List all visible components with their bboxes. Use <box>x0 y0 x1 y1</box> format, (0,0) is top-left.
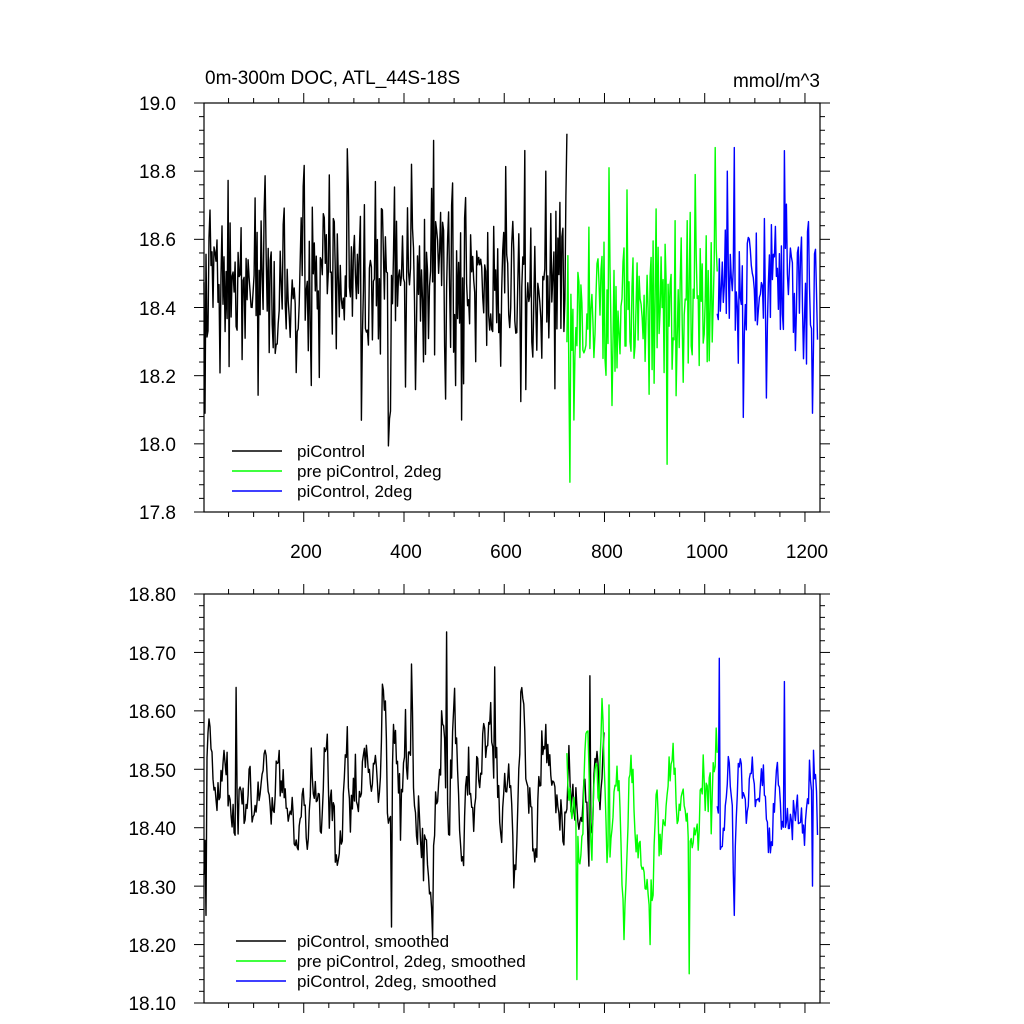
series-line-picontrol-2deg <box>716 146 819 419</box>
x-tick-label: 600 <box>490 542 522 563</box>
legend-label: piControl, 2deg, smoothed <box>297 972 496 991</box>
y-tick-label: 18.60 <box>128 702 176 723</box>
bottom-panel: 18.10 18.20 18.30 18.40 18.50 18.60 18.7… <box>128 584 830 1015</box>
series-line-picontrol <box>203 133 568 447</box>
top-panel-legend: piControl pre piControl, 2deg piControl,… <box>232 442 442 501</box>
series-line-pre-picontrol-2deg-smoothed <box>566 697 718 981</box>
y-tick-label: 18.80 <box>128 585 176 606</box>
y-tick-label: 18.70 <box>128 644 176 665</box>
top-panel-ticks <box>194 93 830 522</box>
legend-label: pre piControl, 2deg, smoothed <box>297 952 526 971</box>
series-line-pre-picontrol-2deg <box>566 146 718 483</box>
bottom-panel-frame <box>203 593 821 1004</box>
y-tick-label: 18.20 <box>128 936 176 957</box>
top-panel-title: 0m-300m DOC, ATL_44S-18S <box>205 68 460 89</box>
y-tick-label: 17.8 <box>139 503 176 524</box>
series-line-picontrol-smoothed <box>203 631 605 940</box>
y-tick-label: 18.40 <box>128 819 176 840</box>
x-tick-label: 1200 <box>786 542 828 563</box>
legend-label: piControl, smoothed <box>297 932 449 951</box>
y-tick-label: 18.10 <box>128 994 176 1015</box>
bottom-panel-ticks <box>194 584 830 1013</box>
x-tick-label: 200 <box>290 542 322 563</box>
top-panel-units: mmol/m^3 <box>733 71 820 92</box>
x-tick-label: 400 <box>390 542 422 563</box>
top-panel: 0m-300m DOC, ATL_44S-18S mmol/m^3 17.8 1… <box>139 68 830 563</box>
bottom-panel-legend: piControl, smoothed pre piControl, 2deg,… <box>236 932 526 991</box>
top-panel-series <box>203 133 819 483</box>
bottom-panel-series <box>203 631 819 981</box>
legend-label: pre piControl, 2deg <box>297 462 442 481</box>
x-tick-label: 800 <box>591 542 623 563</box>
legend-label: piControl, 2deg <box>297 482 412 501</box>
series-line-picontrol-2deg-smoothed <box>716 657 819 917</box>
bottom-panel-y-tick-labels: 18.10 18.20 18.30 18.40 18.50 18.60 18.7… <box>128 585 176 1015</box>
y-tick-label: 18.2 <box>139 367 176 388</box>
y-tick-label: 18.4 <box>139 299 176 320</box>
x-tick-label: 1000 <box>686 542 728 563</box>
y-tick-label: 18.8 <box>139 162 176 183</box>
y-tick-label: 18.50 <box>128 761 176 782</box>
y-tick-label: 18.6 <box>139 230 176 251</box>
y-tick-label: 19.0 <box>139 94 176 115</box>
legend-label: piControl <box>297 442 365 461</box>
y-tick-label: 18.0 <box>139 435 176 456</box>
y-tick-label: 18.30 <box>128 878 176 899</box>
top-panel-x-tick-labels: 200 400 600 800 1000 1200 <box>290 542 828 563</box>
top-panel-y-tick-labels: 17.8 18.0 18.2 18.4 18.6 18.8 19.0 <box>139 94 176 524</box>
